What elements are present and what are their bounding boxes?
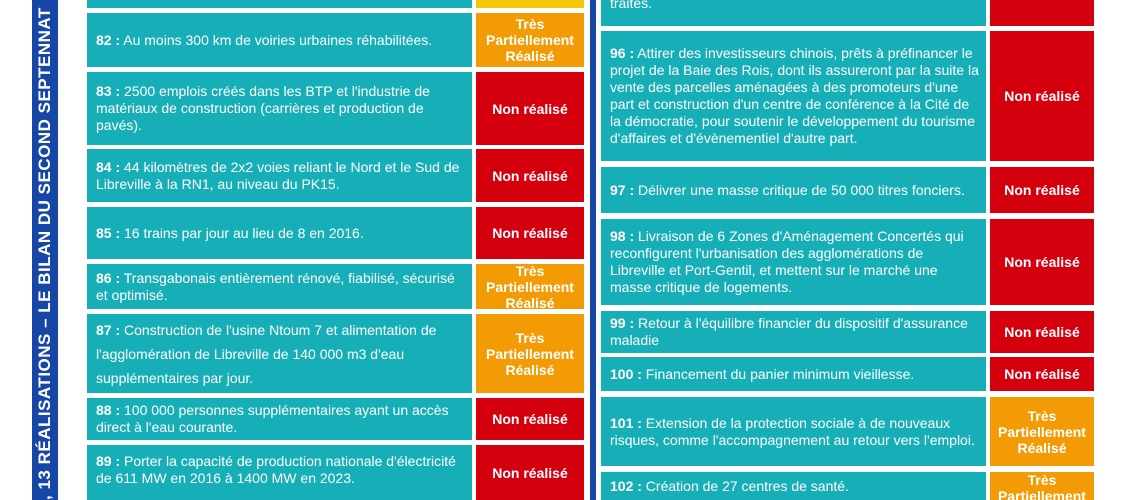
status-102: Très Partiellement Réalisé [990,472,1094,500]
partial-row-top [87,0,472,8]
status-96: Non réalisé [990,31,1094,161]
commitment-96: 96 : Attirer des investisseurs chinois, … [601,31,986,161]
partial-status-top [476,0,584,8]
status-89: Non réalisé [476,445,584,500]
commitment-100: 100 : Financement du panier minimum viei… [601,357,986,391]
status-99: Non réalisé [990,311,1094,353]
status-97: Non réalisé [990,167,1094,213]
column-divider [590,0,596,500]
commitment-85: 85 : 16 trains par jour au lieu de 8 en … [87,207,472,259]
commitment-102: 102 : Création de 27 centres de santé. [601,472,986,500]
sidebar: , 13 RÉALISATIONS – LE BILAN DU SECOND S… [0,0,86,500]
status-100: Non réalisé [990,357,1094,391]
title-band [32,0,58,500]
commitment-83: 83 : 2500 emplois créés dans les BTP et … [87,72,472,145]
status-87: Très Partiellement Réalisé [476,314,584,393]
commitment-88: 88 : 100 000 personnes supplémentaires a… [87,398,472,440]
status-82: Très Partiellement Réalisé [476,13,584,67]
commitment-87: 87 : Construction de l'usine Ntoum 7 et … [87,314,472,393]
status-88: Non réalisé [476,398,584,440]
status-101: Très Partiellement Réalisé [990,397,1094,466]
commitment-99: 99 : Retour à l'équilibre financier du d… [601,311,986,353]
status-85: Non réalisé [476,207,584,259]
commitment-98: 98 : Livraison de 6 Zones d'Aménagement … [601,219,986,305]
status-98: Non réalisé [990,219,1094,305]
commitment-82: 82 : Au moins 300 km de voiries urbaines… [87,13,472,67]
vertical-title: , 13 RÉALISATIONS – LE BILAN DU SECOND S… [35,7,54,500]
status-83: Non réalisé [476,72,584,145]
commitment-101: 101 : Extension de la protection sociale… [601,397,986,466]
commitment-84: 84 : 44 kilomètres de 2x2 voies reliant … [87,149,472,202]
commitment-86: 86 : Transgabonais entièrement rénové, f… [87,264,472,309]
status-84: Non réalisé [476,149,584,202]
status-95 [990,0,1094,26]
commitment-97: 97 : Délivrer une masse critique de 50 0… [601,167,986,213]
commitment-95-tail: traités. [601,0,986,26]
commitment-89: 89 : Porter la capacité de production na… [87,445,472,500]
status-86: Très Partiellement Réalisé [476,263,584,311]
